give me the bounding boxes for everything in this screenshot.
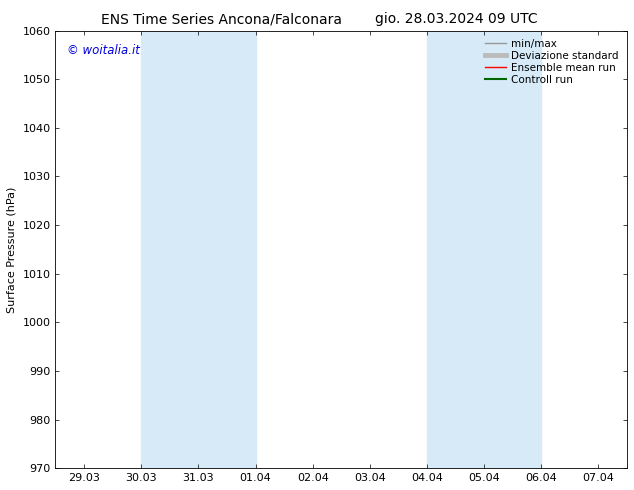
- Text: gio. 28.03.2024 09 UTC: gio. 28.03.2024 09 UTC: [375, 12, 538, 26]
- Y-axis label: Surface Pressure (hPa): Surface Pressure (hPa): [7, 186, 17, 313]
- Text: © woitalia.it: © woitalia.it: [67, 44, 139, 57]
- Legend: min/max, Deviazione standard, Ensemble mean run, Controll run: min/max, Deviazione standard, Ensemble m…: [482, 36, 622, 88]
- Text: ENS Time Series Ancona/Falconara: ENS Time Series Ancona/Falconara: [101, 12, 342, 26]
- Bar: [141, 30, 256, 468]
- Bar: [427, 30, 541, 468]
